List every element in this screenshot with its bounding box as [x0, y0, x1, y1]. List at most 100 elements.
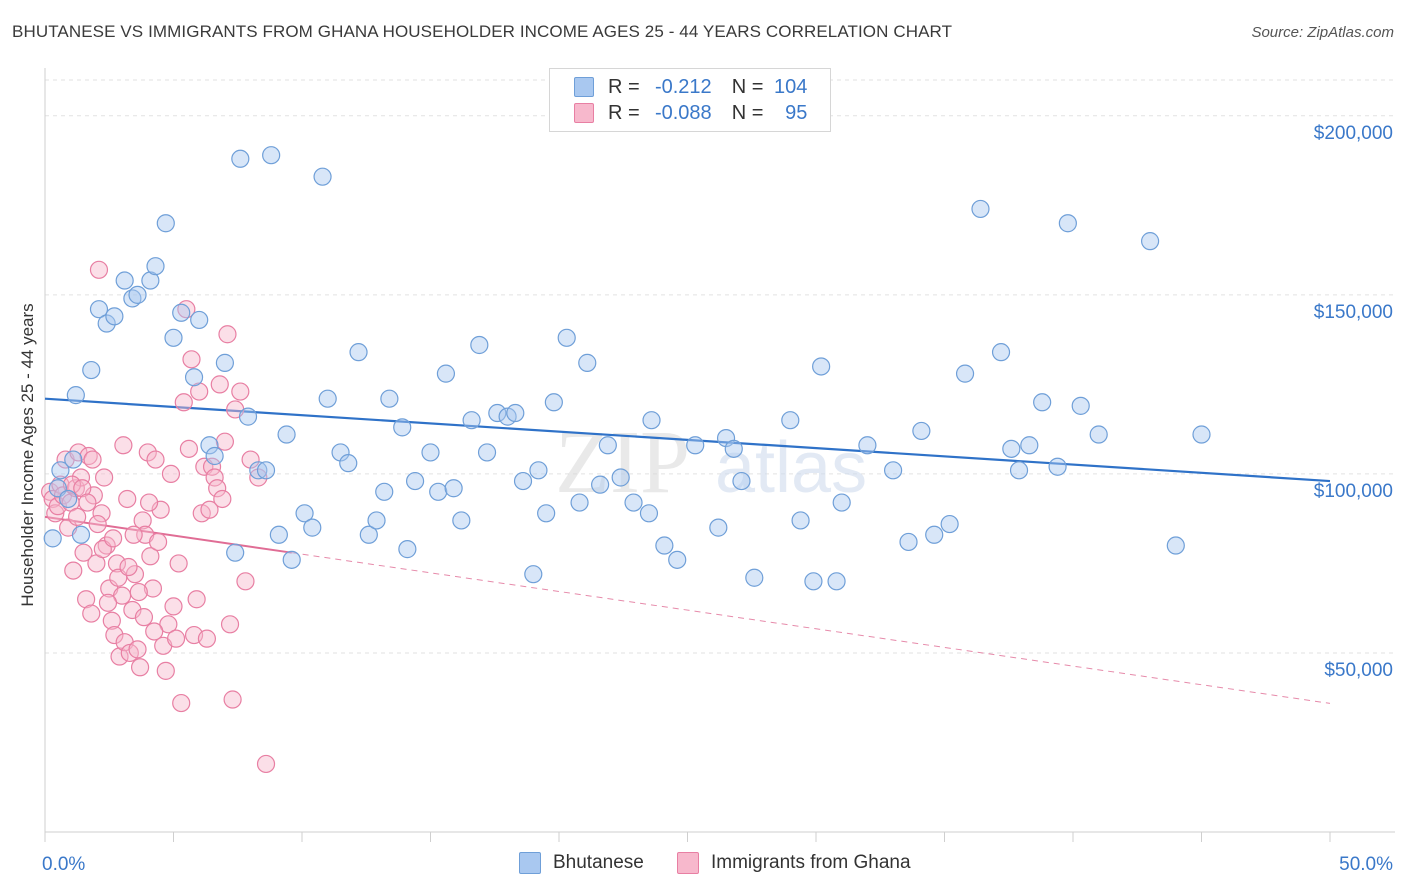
- legend-n-label: N =: [731, 101, 764, 124]
- ghana-point-17: [84, 486, 103, 505]
- bhutanese-point-1: [51, 461, 70, 480]
- bhutanese-point-28: [262, 146, 281, 165]
- bhutanese-point-4: [66, 386, 85, 405]
- bhutanese-point-35: [318, 389, 337, 408]
- bhutanese-point-57: [513, 471, 533, 491]
- y-axis-title: Householder Income Ages 25 - 44 years: [18, 303, 37, 607]
- bhutanese-point-97: [1033, 393, 1052, 412]
- ghana-point-88: [114, 436, 133, 455]
- bhutanese-point-100: [1071, 396, 1090, 415]
- bhutanese-point-43: [393, 418, 412, 437]
- ghana-points: [41, 260, 276, 774]
- ghana-point-58: [190, 382, 209, 401]
- tick-labels: $50,000 $100,000 $150,000 $200,000 0.0% 50.0%: [42, 123, 1393, 875]
- bottom-legend-swatch-pink: [677, 852, 699, 874]
- bhutanese-point-85: [858, 436, 877, 455]
- bhutanese-point-59: [529, 461, 548, 480]
- bhutanese-point-12: [128, 285, 147, 304]
- bhutanese-point-5: [71, 525, 91, 544]
- ghana-point-93: [139, 493, 159, 512]
- bhutanese-point-86: [883, 461, 903, 480]
- ghana-point-81: [78, 493, 97, 512]
- y-tick-label-0: $50,000: [1324, 660, 1393, 681]
- bhutanese-point-20: [200, 436, 219, 455]
- chart-title: BHUTANESE VS IMMIGRANTS FROM GHANA HOUSE…: [12, 22, 953, 41]
- ghana-point-54: [179, 439, 199, 458]
- bhutanese-point-90: [940, 514, 959, 534]
- bhutanese-point-2: [59, 489, 78, 509]
- bhutanese-point-77: [732, 471, 751, 491]
- bhutanese-point-58: [524, 565, 543, 584]
- correlation-legend: R = -0.212 N = 104 R = -0.088 N = 95: [549, 68, 831, 132]
- bhutanese-point-89: [925, 525, 944, 544]
- bhutanese-point-6: [82, 360, 101, 380]
- ghana-point-9: [64, 561, 83, 580]
- ghana-point-70: [220, 615, 240, 634]
- bhutanese-point-81: [804, 572, 823, 591]
- ghana-point-16: [82, 604, 101, 623]
- ghana-point-32: [123, 600, 142, 620]
- bhutanese-point-70: [642, 411, 661, 430]
- ghana-point-40: [143, 579, 163, 598]
- bhutanese-point-93: [991, 343, 1011, 362]
- ghana-point-21: [95, 468, 114, 487]
- ghana-point-51: [172, 693, 191, 713]
- bhutanese-point-29: [269, 525, 288, 544]
- ghana-point-69: [218, 325, 237, 344]
- bhutanese-point-82: [812, 357, 831, 376]
- axes: [44, 68, 1395, 842]
- bhutanese-point-92: [971, 199, 990, 219]
- watermark-zip: ZIP: [555, 413, 690, 512]
- ghana-point-27: [110, 647, 129, 666]
- ghana-point-41: [146, 450, 165, 469]
- ghana-point-61: [197, 629, 217, 648]
- bhutanese-point-74: [709, 518, 728, 537]
- bhutanese-point-50: [452, 511, 471, 530]
- bhutanese-point-67: [611, 468, 630, 487]
- y-tick-label-1: $100,000: [1314, 481, 1393, 502]
- bhutanese-point-103: [1166, 536, 1185, 555]
- ghana-point-64: [205, 468, 224, 487]
- ghana-trend-line-solid: [44, 515, 292, 554]
- bhutanese-point-54: [488, 403, 507, 423]
- bhutanese-point-52: [470, 335, 489, 355]
- bhutanese-point-73: [686, 436, 705, 455]
- bhutanese-point-65: [591, 475, 610, 494]
- bhutanese-point-26: [249, 461, 268, 480]
- bhutanese-point-79: [781, 411, 800, 430]
- legend-n-value-bhutanese: 104: [774, 75, 808, 98]
- ghana-point-67: [213, 489, 232, 509]
- bhutanese-point-10: [115, 271, 134, 290]
- x-tick-label-start: 0.0%: [42, 854, 85, 875]
- bhutanese-point-101: [1089, 425, 1108, 444]
- ghana-point-63: [202, 457, 222, 476]
- bhutanese-point-56: [506, 403, 525, 423]
- bhutanese-point-30: [277, 425, 296, 444]
- bhutanese-point-78: [745, 568, 764, 587]
- legend-n-label: N =: [731, 75, 764, 98]
- ghana-point-55: [182, 350, 201, 369]
- bhutanese-point-8: [97, 314, 116, 333]
- bhutanese-trend-line: [44, 397, 1331, 483]
- bhutanese-point-71: [655, 536, 674, 555]
- bhutanese-point-27: [256, 461, 276, 480]
- ghana-point-62: [200, 500, 219, 519]
- bhutanese-point-95: [1009, 461, 1029, 480]
- bhutanese-point-33: [303, 518, 322, 537]
- legend-swatch-pink: [574, 103, 594, 123]
- bhutanese-point-84: [832, 493, 851, 512]
- ghana-point-26: [107, 554, 127, 573]
- ghana-point-89: [119, 557, 138, 577]
- ghana-point-71: [223, 690, 242, 709]
- ghana-point-68: [215, 432, 234, 451]
- trend-lines: [44, 397, 1331, 704]
- ghana-point-66: [210, 375, 229, 394]
- bhutanese-point-72: [668, 550, 687, 569]
- ghana-point-2: [46, 504, 65, 523]
- bhutanese-point-99: [1058, 214, 1077, 233]
- bhutanese-point-18: [184, 368, 204, 387]
- y-tick-label-3: $200,000: [1314, 123, 1393, 144]
- ghana-point-80: [73, 479, 92, 498]
- bhutanese-point-31: [282, 550, 301, 569]
- bhutanese-point-102: [1140, 232, 1160, 251]
